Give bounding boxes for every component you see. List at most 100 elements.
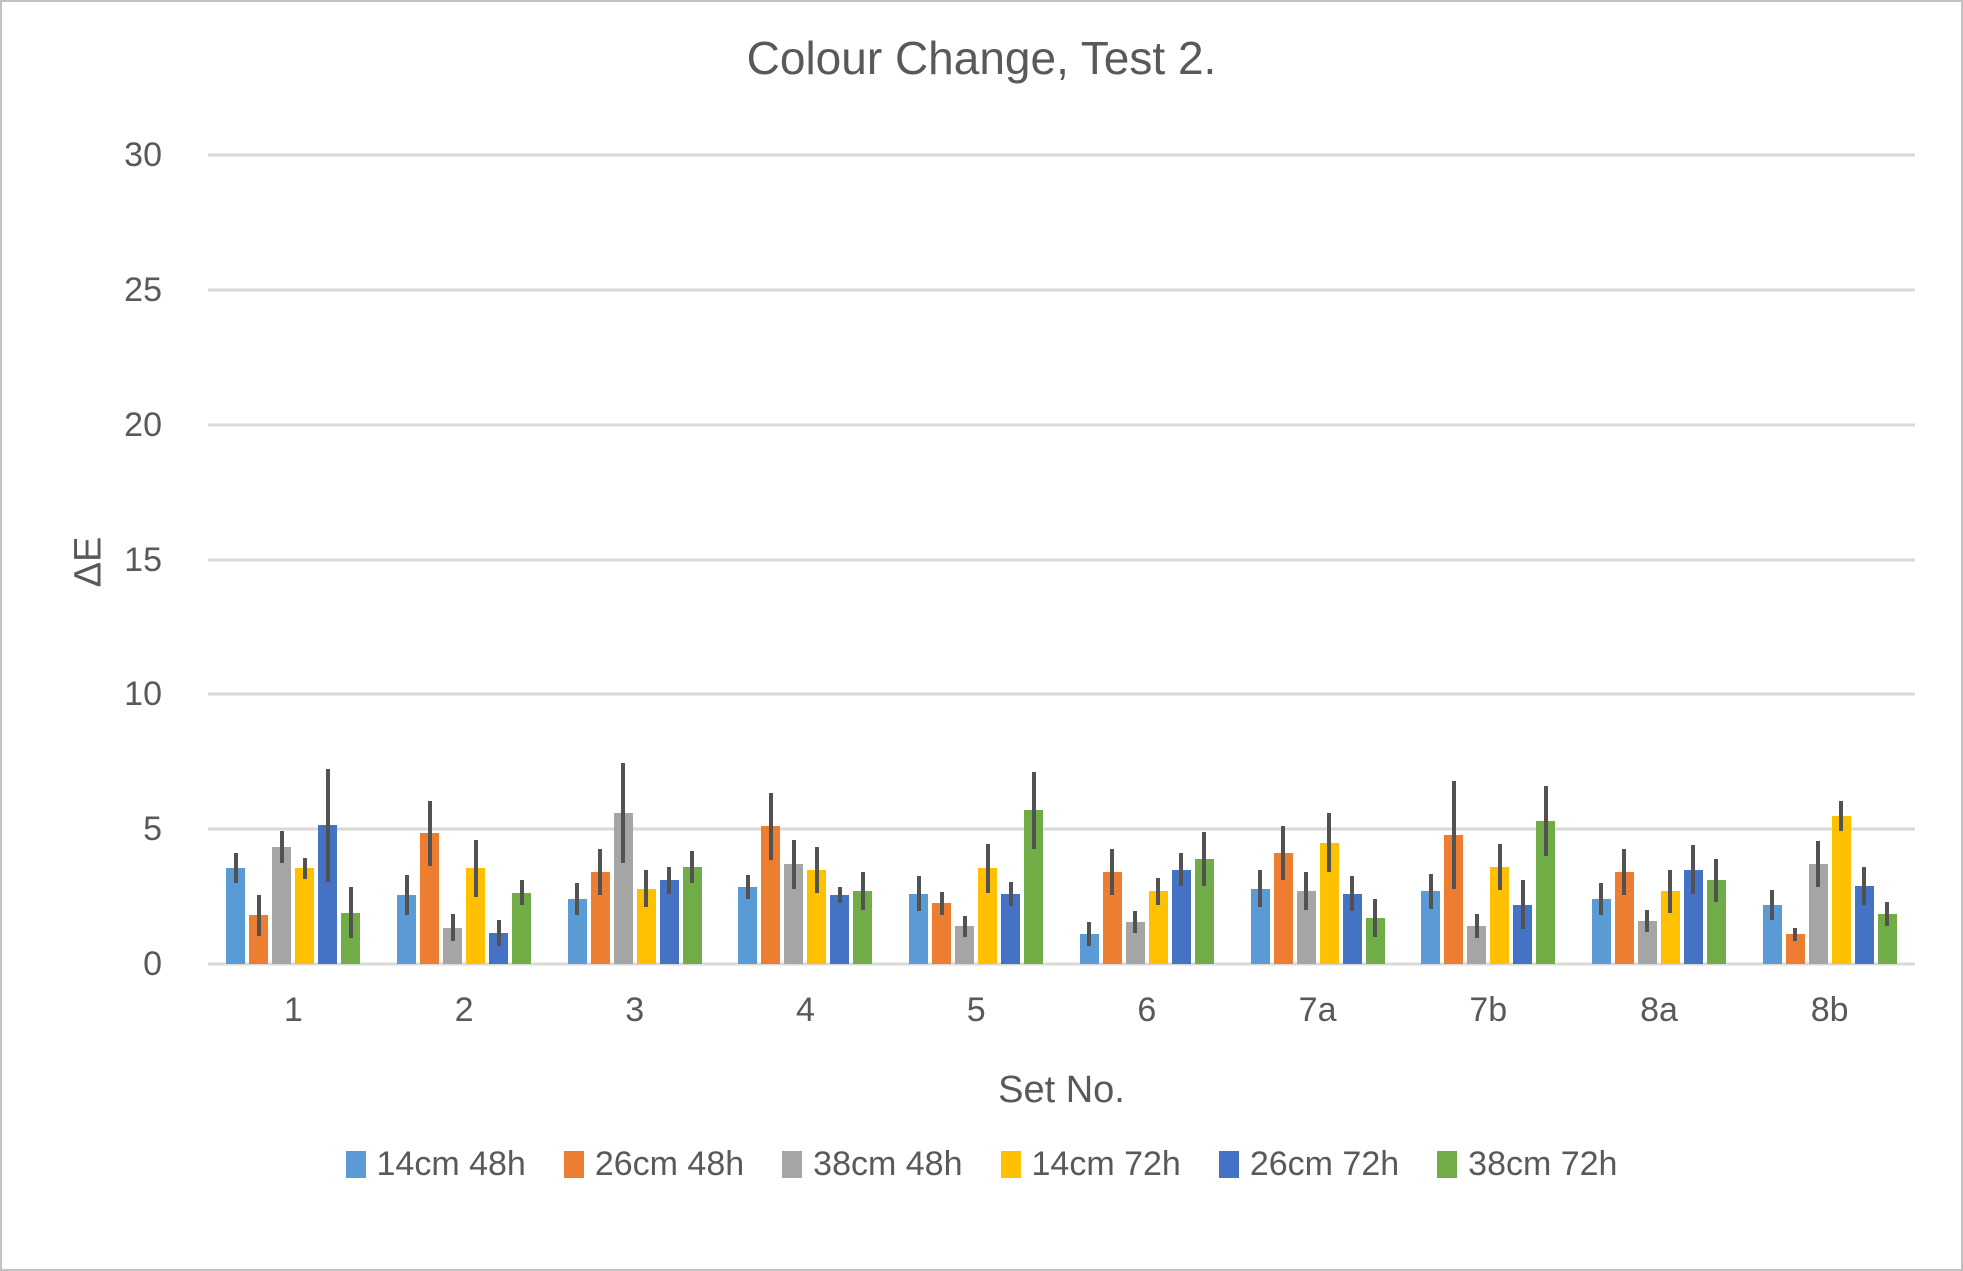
bar-group-8a	[1574, 155, 1745, 964]
y-tick-label-0: 0	[143, 945, 162, 983]
bar-14cm-72h-set-8a	[1660, 891, 1680, 964]
bar-26cm-72h-set-7b	[1513, 904, 1533, 964]
bar-slot	[738, 155, 758, 964]
error-whisker	[621, 763, 626, 863]
error-whisker	[1543, 786, 1548, 857]
legend-item-14cm-48h: 14cm 48h	[345, 1142, 526, 1186]
error-whisker	[768, 792, 773, 861]
error-whisker	[1451, 780, 1456, 889]
bar-slot	[1171, 155, 1191, 964]
bar-slot	[784, 155, 804, 964]
y-axis-tick-labels: 0 5 10 15 20 25 30	[2, 138, 162, 981]
bar-slot	[830, 155, 850, 964]
gridline-y-20	[208, 423, 1915, 427]
bar-slot	[249, 155, 269, 964]
bar-14cm-72h-set-8b	[1831, 815, 1851, 964]
legend-swatch-icon	[345, 1150, 366, 1178]
bar-slot	[318, 155, 338, 964]
bar-group-2	[379, 155, 550, 964]
error-whisker	[279, 830, 284, 863]
gridline-y-10	[208, 692, 1915, 696]
bar-slot	[909, 155, 929, 964]
y-tick-label-10: 10	[124, 675, 162, 714]
error-whisker	[1520, 880, 1525, 929]
bar-14cm-72h-set-3	[636, 888, 656, 964]
error-whisker	[473, 839, 478, 897]
y-tick-label-15: 15	[124, 540, 162, 579]
bar-slot	[1194, 155, 1214, 964]
x-tick-label-5: 5	[966, 991, 986, 1029]
error-whisker	[1885, 901, 1890, 927]
error-whisker	[1373, 899, 1378, 938]
bar-slot	[1785, 155, 1805, 964]
bar-26cm-48h-set-7b	[1444, 834, 1464, 964]
x-tick-label-7a: 7a	[1298, 991, 1337, 1029]
bar-slot	[1102, 155, 1122, 964]
bar-slot	[1342, 155, 1362, 964]
x-tick-label-3: 3	[625, 991, 645, 1029]
bar-14cm-72h-set-2	[466, 868, 486, 964]
gridline-y-15	[208, 558, 1915, 561]
bar-38cm-48h-set-2	[443, 927, 463, 964]
bar-slot	[1296, 155, 1316, 964]
bar-slot	[1591, 155, 1611, 964]
bar-14cm-48h-set-8b	[1762, 904, 1782, 964]
error-whisker	[496, 919, 501, 947]
error-whisker	[256, 894, 261, 937]
error-whisker	[1770, 889, 1775, 920]
bar-slot	[613, 155, 633, 964]
legend-swatch-icon	[1218, 1150, 1239, 1178]
error-whisker	[519, 880, 524, 905]
bar-38cm-48h-set-4	[784, 864, 804, 964]
bar-slot	[1444, 155, 1464, 964]
bar-slot	[1148, 155, 1168, 964]
legend-swatch-icon	[1000, 1150, 1021, 1178]
bar-slot	[567, 155, 587, 964]
bar-slot	[659, 155, 679, 964]
error-whisker	[1327, 813, 1332, 873]
bar-slot	[1536, 155, 1556, 964]
bar-14cm-72h-set-7a	[1319, 842, 1339, 964]
bar-26cm-48h-set-1	[249, 915, 269, 964]
bar-slot	[1490, 155, 1510, 964]
error-whisker	[1304, 872, 1309, 911]
bar-14cm-48h-set-2	[397, 895, 417, 964]
error-whisker	[1202, 831, 1207, 886]
bar-26cm-72h-set-8a	[1683, 869, 1703, 964]
bar-slot	[1660, 155, 1680, 964]
bar-slot	[1273, 155, 1293, 964]
bar-slot	[1079, 155, 1099, 964]
bar-38cm-72h-set-7b	[1536, 821, 1556, 964]
bar-26cm-48h-set-4	[761, 826, 781, 964]
bar-14cm-72h-set-6	[1148, 891, 1168, 964]
y-tick-label-30: 30	[124, 136, 162, 174]
bar-26cm-72h-set-3	[659, 880, 679, 964]
bar-slot	[1706, 155, 1726, 964]
bar-slot	[807, 155, 827, 964]
bars-row	[208, 155, 1915, 964]
bar-38cm-48h-set-8a	[1637, 920, 1657, 964]
legend-swatch-icon	[1437, 1150, 1458, 1178]
bar-slot	[955, 155, 975, 964]
bar-slot	[1683, 155, 1703, 964]
bar-26cm-48h-set-3	[590, 872, 610, 964]
y-tick-label-5: 5	[143, 810, 162, 849]
bar-26cm-72h-set-7a	[1342, 893, 1362, 964]
bar-slot	[1637, 155, 1657, 964]
error-whisker	[1179, 853, 1184, 886]
error-whisker	[667, 866, 672, 894]
error-whisker	[1474, 914, 1479, 939]
bar-26cm-72h-set-2	[489, 933, 509, 964]
bar-slot	[636, 155, 656, 964]
bar-slot	[420, 155, 440, 964]
error-whisker	[1350, 876, 1355, 912]
bar-38cm-48h-set-7a	[1296, 891, 1316, 964]
bar-group-1	[208, 155, 379, 964]
bar-14cm-48h-set-6	[1079, 934, 1099, 964]
bar-slot	[761, 155, 781, 964]
bar-26cm-72h-set-8b	[1854, 885, 1874, 964]
error-whisker	[1862, 866, 1867, 905]
bar-14cm-48h-set-1	[226, 868, 246, 964]
legend-label: 38cm 72h	[1468, 1145, 1618, 1183]
